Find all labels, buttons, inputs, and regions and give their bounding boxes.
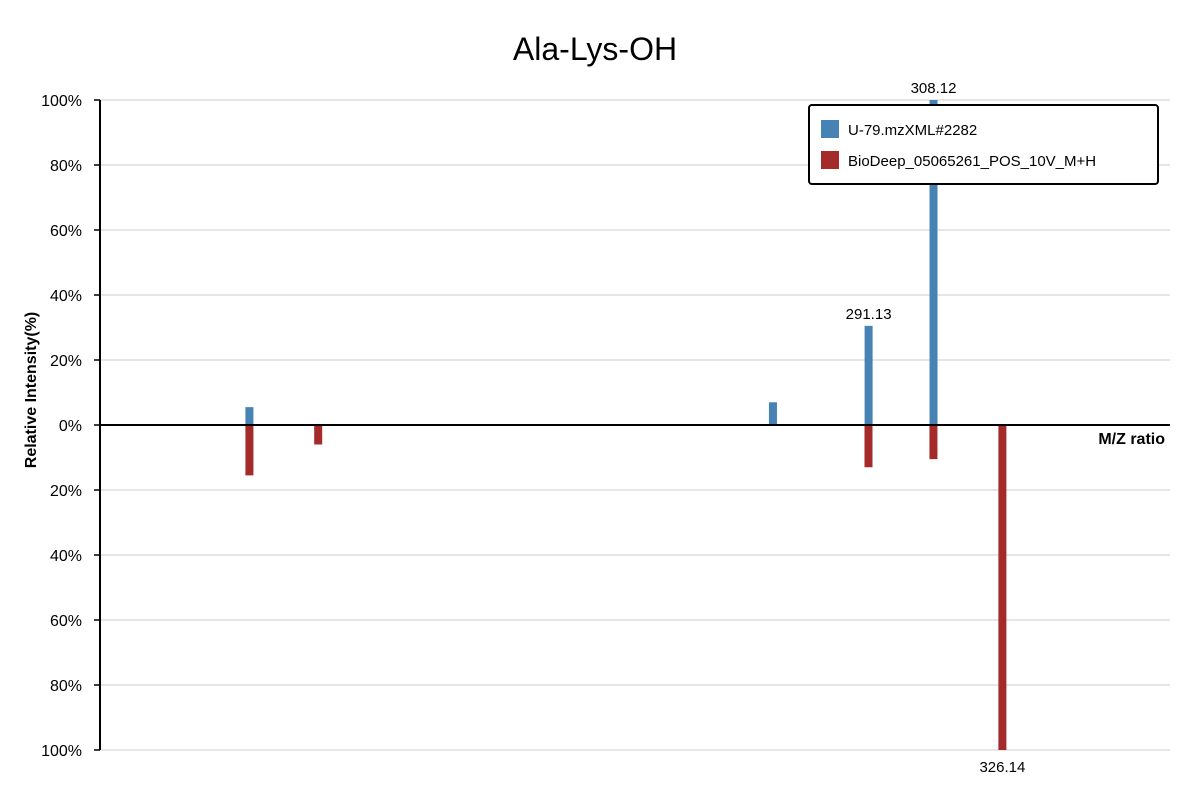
peak-label: 326.14 [979, 759, 1025, 776]
x-axis-label: M/Z ratio [1098, 431, 1165, 448]
y-tick-label: 0% [59, 418, 82, 435]
y-tick-label: 20% [50, 483, 82, 500]
y-tick-label: 40% [50, 548, 82, 565]
peak-bars [245, 100, 1007, 750]
legend-swatch [821, 151, 839, 169]
legend-box [808, 104, 1159, 185]
peak-bar [929, 100, 938, 425]
legend-swatch [821, 120, 839, 138]
y-tick-labels: 100% 80% 60% 40% 20% 0% 20% 40% 60% 80% 100% [41, 93, 100, 760]
peak-bar [864, 325, 873, 425]
y-tick-label: 100% [41, 743, 82, 760]
legend-label: U-79.mzXML#2282 [848, 122, 977, 139]
y-tick-label: 60% [50, 613, 82, 630]
peak-bar [864, 425, 873, 468]
legend-label: BioDeep_05065261_POS_10V_M+H [848, 153, 1096, 170]
peak-label: 308.12 [911, 80, 957, 97]
peak-label: 291.13 [846, 306, 892, 323]
y-tick-label: 20% [50, 353, 82, 370]
y-tick-label: 80% [50, 158, 82, 175]
peak-bar [998, 425, 1007, 750]
peak-bar [929, 425, 938, 460]
peak-bar [314, 425, 323, 445]
axes [99, 100, 1170, 750]
y-axis-label: Relative Intensity(%) [23, 312, 40, 468]
chart-title: Ala-Lys-OH [513, 31, 677, 67]
peak-bar [245, 407, 254, 425]
grid-lines [100, 99, 1170, 751]
peak-bar [768, 402, 777, 425]
y-tick-label: 40% [50, 288, 82, 305]
y-tick-label: 60% [50, 223, 82, 240]
y-tick-label: 80% [50, 678, 82, 695]
peak-bar [245, 425, 254, 476]
y-tick-label: 100% [41, 93, 82, 110]
peak-labels: 291.13 308.12 326.14 [846, 80, 1026, 776]
legend: U-79.mzXML#2282 BioDeep_05065261_POS_10V_… [808, 104, 1159, 185]
